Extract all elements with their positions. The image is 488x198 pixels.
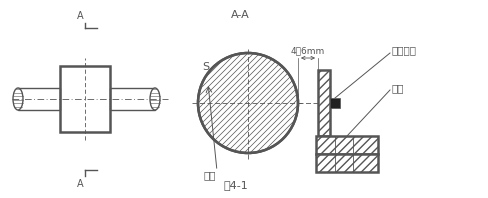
Bar [60, 66, 110, 132]
Bar [315, 154, 377, 172]
Bar [315, 136, 377, 154]
Text: 磁钢: 磁钢 [203, 170, 215, 180]
Ellipse shape [13, 88, 23, 110]
Ellipse shape [150, 88, 160, 110]
Circle shape [198, 53, 297, 153]
Text: A-A: A-A [230, 10, 249, 20]
Text: 支架: 支架 [391, 83, 404, 93]
Text: 图4-1: 图4-1 [223, 180, 247, 190]
Bar [110, 88, 155, 110]
Bar [329, 98, 339, 108]
Text: 4～6mm: 4～6mm [290, 47, 325, 55]
Bar [18, 88, 60, 110]
Text: 霍尔电路: 霍尔电路 [391, 45, 416, 55]
Text: A: A [77, 11, 83, 21]
Text: S: S [202, 62, 209, 72]
Bar [317, 70, 329, 136]
Text: A: A [77, 179, 83, 189]
